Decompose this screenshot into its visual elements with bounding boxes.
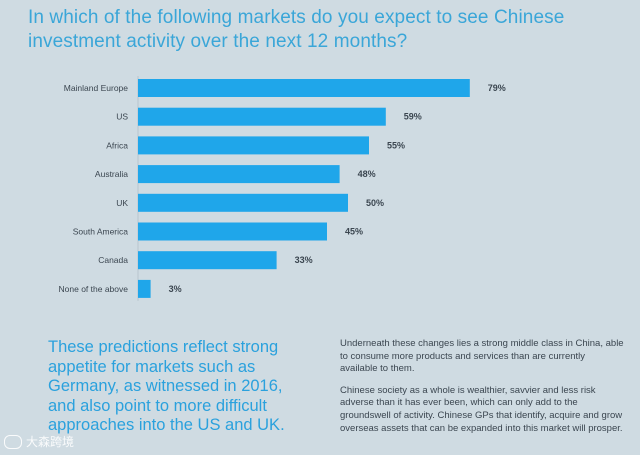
bar-chart: Mainland Europe 79% US 59% Africa 55% Australi… <box>59 76 506 301</box>
bar <box>138 136 369 155</box>
bar <box>138 279 151 298</box>
value-label: 45% <box>345 227 363 237</box>
category-label: Africa <box>106 140 128 150</box>
category-label: Canada <box>98 255 128 265</box>
category-label: Australia <box>95 169 128 179</box>
category-label: None of the above <box>59 284 129 294</box>
value-label: 50% <box>366 198 384 208</box>
value-label: 79% <box>488 83 506 93</box>
category-label: US <box>116 112 128 122</box>
bar <box>138 251 277 270</box>
bar <box>138 107 386 126</box>
callout-text: These predictions reflect strong appetit… <box>48 338 285 434</box>
category-label: Mainland Europe <box>64 83 129 93</box>
chart-title: In which of the following markets do you… <box>28 6 628 54</box>
watermark-text: 大森跨境 <box>26 435 75 449</box>
watermark-logo-icon <box>4 434 22 449</box>
value-label: 48% <box>358 169 376 179</box>
bar <box>138 79 470 97</box>
title-line-1: In which of the following markets do you… <box>28 7 565 28</box>
body-text: Underneath these changes lies a strong m… <box>340 338 625 444</box>
value-label: 59% <box>404 112 422 122</box>
value-label: 33% <box>295 255 313 265</box>
bar <box>138 193 348 212</box>
body-paragraph-1: Underneath these changes lies a strong m… <box>340 338 624 375</box>
bar <box>138 222 327 241</box>
value-label: 3% <box>169 284 182 294</box>
body-paragraph-2: Chinese society as a whole is wealthier,… <box>340 384 623 434</box>
category-label: UK <box>116 198 128 208</box>
bar <box>138 165 340 184</box>
watermark: 大森跨境 <box>4 433 74 450</box>
category-label: South America <box>73 227 129 237</box>
value-label: 55% <box>387 140 405 150</box>
title-line-2: investment activity over the next 12 mon… <box>28 31 408 52</box>
